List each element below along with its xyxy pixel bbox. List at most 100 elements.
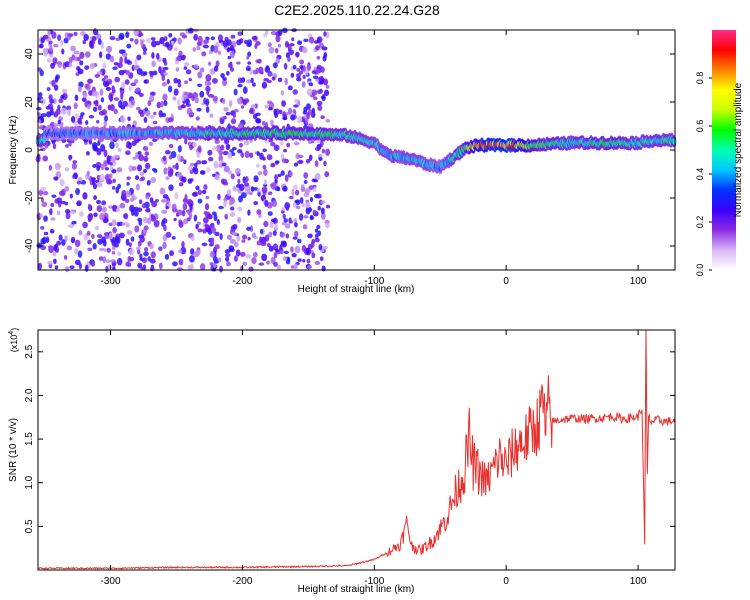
noise-blob [275,160,280,164]
noise-blob [288,220,294,224]
noise-blob [304,117,309,125]
noise-blob [158,66,162,74]
noise-blob [66,245,73,251]
noise-blob [84,65,90,71]
noise-blob [256,151,260,157]
noise-blob [231,152,236,157]
noise-blob [99,212,105,221]
noise-blob [261,120,266,126]
noise-blob [283,218,289,223]
noise-blob [104,80,110,87]
noise-blob [236,61,241,65]
noise-blob [153,111,157,115]
noise-blob [161,74,166,82]
noise-blob [203,44,209,49]
noise-blob [132,156,137,160]
noise-blob [97,38,102,46]
noise-blob [237,31,243,36]
noise-blob [82,221,88,229]
noise-blob [50,202,55,208]
noise-blob [149,95,155,103]
noise-blob [104,115,109,122]
noise-blob [201,51,207,57]
noise-blob [239,265,244,272]
noise-blob [306,258,311,264]
spectrogram-y-tick: 0 [24,147,675,153]
noise-blob [47,260,53,265]
noise-blob [306,111,311,120]
noise-blob [94,73,101,78]
noise-blob [251,35,258,41]
noise-blob [129,204,135,213]
noise-blob [203,39,209,44]
noise-blob [187,264,192,271]
noise-blob [307,264,313,269]
noise-blob [96,234,103,239]
noise-blob [76,200,82,207]
noise-blob [292,89,298,95]
noise-blob [139,253,143,259]
noise-blob [93,146,99,152]
noise-blob [73,102,78,110]
noise-blob [282,256,288,262]
noise-blob [209,68,216,75]
noise-blob [247,61,252,65]
noise-blob [280,170,285,176]
snr-y-tick: 2.5 [24,344,675,359]
noise-blob [252,82,256,87]
spectrogram-y-tick: 40 [24,48,675,60]
noise-blob [168,155,173,160]
noise-blob [162,194,169,199]
noise-blob [232,185,238,192]
noise-blob [112,227,117,234]
noise-blob [245,253,252,259]
noise-blob [101,200,107,206]
noise-blob [217,34,224,42]
noise-blob [113,97,120,101]
noise-blob [207,81,212,86]
noise-blob [308,207,313,213]
noise-blob [285,233,290,239]
noise-blob [117,183,121,189]
noise-blob [160,199,167,203]
noise-blob [121,49,126,53]
noise-blob [168,32,173,38]
noise-blob [111,186,116,190]
noise-blob [137,240,142,247]
noise-blob [304,69,309,75]
noise-blob [61,48,65,55]
noise-blob [52,251,57,257]
noise-blob [60,94,65,100]
noise-blob [308,123,314,128]
noise-blob [267,42,272,48]
noise-blob [128,85,132,91]
noise-blob [224,249,231,254]
noise-blob [163,72,168,76]
noise-blob [172,96,177,101]
noise-blob [60,188,66,197]
noise-blob [150,91,156,96]
noise-blob [147,217,152,225]
noise-blob [271,76,276,81]
noise-blob [143,225,149,231]
noise-blob [67,224,73,228]
noise-blob [277,43,282,48]
noise-blob [308,154,313,161]
noise-blob [100,97,105,103]
noise-blob [235,167,241,175]
noise-blob [322,54,327,62]
noise-blob [305,158,311,164]
noise-blob [287,56,291,62]
noise-blob [78,229,83,236]
noise-blob [175,56,182,62]
noise-blob [39,43,44,49]
noise-blob [270,162,276,168]
noise-blob [173,77,179,84]
noise-blob [40,97,46,105]
noise-blob [86,230,91,236]
noise-blob [303,215,309,219]
noise-blob [230,50,235,59]
noise-blob [321,94,326,102]
noise-blob [292,64,297,70]
